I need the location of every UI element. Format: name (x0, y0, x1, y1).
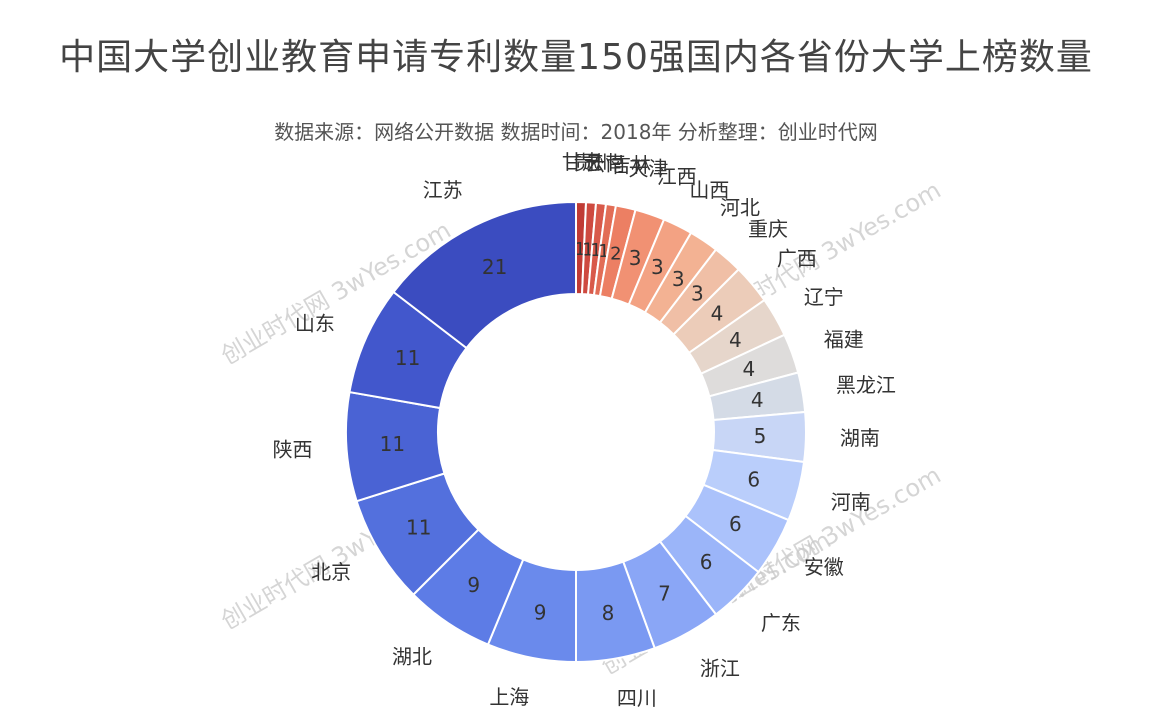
slice-category-label: 四川 (617, 686, 657, 710)
slice-category-label: 上海 (489, 685, 529, 709)
slice-category-label: 广东 (761, 611, 801, 635)
slice-category-label: 浙江 (700, 657, 740, 681)
slice-value-label: 5 (754, 424, 767, 448)
slice-value-label: 9 (534, 600, 547, 624)
slice-value-label: 4 (751, 388, 764, 412)
slice-value-label: 11 (406, 515, 431, 539)
slice-value-label: 1 (574, 239, 585, 260)
chart-subtitle: 数据来源：网络公开数据 数据时间：2018年 分析整理：创业时代网 (274, 120, 878, 144)
slice-value-label: 3 (672, 267, 685, 291)
slice-category-label: 湖南 (840, 426, 880, 450)
slice-category-label: 福建 (824, 328, 864, 352)
slice-category-label: 甘肃 (562, 150, 602, 174)
slice-value-label: 1 (590, 240, 601, 261)
slice-value-label: 1 (582, 239, 593, 260)
slice-value-label: 11 (395, 346, 420, 370)
slice-category-label: 天津 (628, 156, 668, 180)
slice-value-label: 3 (691, 282, 704, 306)
slice-value-label: 9 (467, 573, 480, 597)
slice-category-label: 吉林 (611, 153, 651, 177)
chart-title: 中国大学创业教育申请专利数量150强国内各省份大学上榜数量 (59, 37, 1093, 78)
slice-value-label: 6 (729, 512, 742, 536)
slice-value-label: 4 (711, 302, 724, 326)
slice-value-label: 21 (482, 255, 507, 279)
slice-category-label: 湖北 (392, 644, 432, 668)
slice-category-label: 云南 (585, 152, 625, 176)
slice-category-label: 河北 (720, 196, 760, 220)
slice-category-label: 山东 (295, 311, 335, 335)
donut-slice-江苏[interactable] (392, 200, 577, 350)
slice-value-label: 7 (658, 581, 671, 605)
slice-category-label: 广西 (777, 246, 817, 270)
slice-category-label: 河南 (831, 490, 871, 514)
slice-value-label: 4 (743, 357, 756, 381)
slice-category-label: 江西 (657, 164, 697, 188)
slice-category-label: 重庆 (748, 217, 788, 241)
slice-value-label: 11 (380, 432, 405, 456)
slice-category-label: 贵州 (574, 151, 614, 175)
slice-value-label: 2 (610, 243, 621, 264)
slice-value-label: 6 (747, 468, 760, 492)
slice-value-label: 3 (651, 255, 664, 279)
slice-category-label: 山西 (689, 178, 729, 202)
slice-value-label: 6 (700, 550, 713, 574)
slice-category-label: 黑龙江 (836, 373, 896, 397)
slice-value-label: 3 (629, 246, 642, 270)
slice-value-label: 8 (602, 601, 615, 625)
slice-category-label: 陕西 (273, 438, 313, 462)
slice-value-label: 4 (729, 328, 742, 352)
slice-value-label: 1 (598, 241, 609, 262)
slice-category-label: 江苏 (423, 178, 463, 202)
slice-category-label: 北京 (311, 560, 351, 584)
slice-category-label: 安徽 (804, 555, 844, 579)
slice-category-label: 辽宁 (804, 285, 844, 309)
